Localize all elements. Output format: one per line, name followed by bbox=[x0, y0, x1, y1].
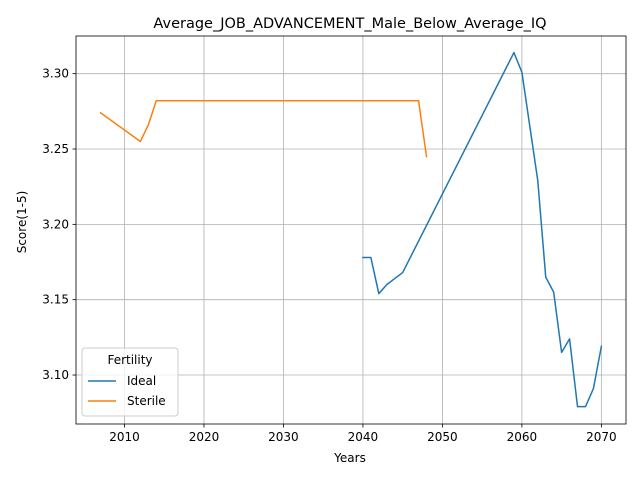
y-tick-label: 3.30 bbox=[42, 67, 69, 81]
y-tick-label: 3.15 bbox=[42, 293, 69, 307]
legend-label-sterile: Sterile bbox=[127, 394, 166, 408]
legend: Fertility Ideal Sterile bbox=[81, 347, 179, 417]
y-tick-label: 3.20 bbox=[42, 217, 69, 231]
series-lines bbox=[99, 51, 603, 408]
plot-frame bbox=[75, 35, 627, 425]
chart-title: Average_JOB_ADVANCEMENT_Male_Below_Avera… bbox=[153, 16, 546, 32]
x-tick-label: 2030 bbox=[268, 430, 299, 444]
x-axis-label: Years bbox=[333, 451, 366, 465]
x-tick-label: 2060 bbox=[507, 430, 538, 444]
legend-box bbox=[81, 347, 179, 417]
x-tick-label: 2050 bbox=[427, 430, 458, 444]
x-tick-label: 2020 bbox=[189, 430, 220, 444]
x-tick-label: 2010 bbox=[109, 430, 140, 444]
x-tick-label: 2040 bbox=[348, 430, 379, 444]
legend-label-ideal: Ideal bbox=[127, 374, 156, 388]
x-axis-ticks: 2010 2020 2030 2040 2050 2060 2070 bbox=[109, 424, 617, 444]
y-tick-label: 3.25 bbox=[42, 142, 69, 156]
y-axis-ticks: 3.10 3.15 3.20 3.25 3.30 bbox=[42, 67, 76, 382]
series-line-sterile bbox=[99, 100, 428, 158]
y-tick-label: 3.10 bbox=[42, 368, 69, 382]
y-axis-label: Score(1-5) bbox=[15, 191, 29, 254]
series-line-ideal bbox=[362, 51, 603, 408]
legend-title: Fertility bbox=[107, 353, 152, 367]
x-tick-label: 2070 bbox=[586, 430, 617, 444]
